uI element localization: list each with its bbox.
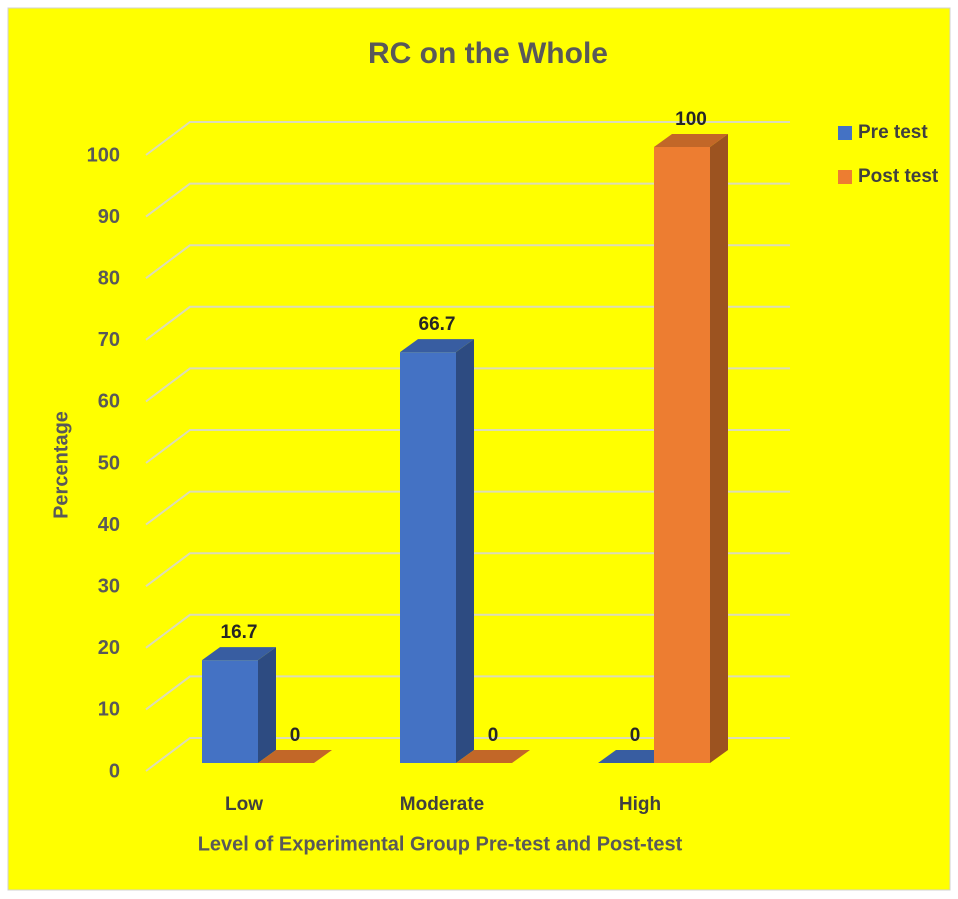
- bar-front: [654, 147, 710, 763]
- grid-line: [145, 367, 790, 403]
- bar-top: [654, 134, 728, 147]
- x-tick-label: High: [619, 794, 661, 815]
- bar-top: [400, 339, 474, 353]
- x-axis-title: Level of Experimental Group Pre-test and…: [198, 833, 683, 855]
- x-tick-label: Low: [225, 794, 263, 815]
- grid-line: [145, 244, 790, 280]
- grid-line: [145, 182, 790, 218]
- legend-label: Pre test: [858, 122, 928, 143]
- y-tick-label: 60: [98, 391, 120, 413]
- y-tick-label: 40: [98, 514, 120, 536]
- bar: [400, 339, 474, 763]
- legend-swatch: [838, 170, 852, 184]
- bar-top: [598, 750, 672, 763]
- bar: [258, 750, 332, 763]
- y-axis-title: Percentage: [50, 411, 72, 519]
- bar-top: [202, 647, 276, 661]
- bar: [654, 134, 728, 763]
- grid-line: [145, 737, 790, 772]
- data-label: 100: [675, 109, 707, 130]
- bar-side: [258, 647, 276, 763]
- bar: [598, 750, 672, 763]
- y-tick-label: 20: [98, 637, 120, 659]
- grid-line: [145, 121, 790, 156]
- bar-top: [456, 750, 530, 763]
- y-tick-label: 100: [87, 144, 120, 166]
- grid-line: [145, 613, 790, 649]
- y-tick-label: 30: [98, 575, 120, 597]
- bar-front: [400, 352, 456, 763]
- data-label: 0: [488, 725, 499, 746]
- data-label: 16.7: [221, 622, 258, 643]
- bar-side: [456, 339, 474, 763]
- grid-line: [145, 305, 790, 341]
- bar-front: [202, 660, 258, 763]
- bar-side: [710, 134, 728, 763]
- data-label: 0: [290, 725, 301, 746]
- y-tick-label: 90: [98, 206, 120, 228]
- bar: [456, 750, 530, 763]
- legend-swatch: [838, 126, 852, 140]
- bar: [202, 647, 276, 763]
- grid-line: [145, 552, 790, 588]
- grid-line: [145, 675, 790, 711]
- chart-title: RC on the Whole: [368, 37, 608, 70]
- grid-line: [145, 429, 790, 464]
- y-tick-label: 50: [98, 452, 120, 474]
- y-tick-label: 70: [98, 329, 120, 351]
- x-tick-label: Moderate: [400, 794, 484, 815]
- legend-label: Post test: [858, 166, 939, 187]
- grid-line: [145, 490, 790, 526]
- bar-top: [258, 750, 332, 763]
- y-tick-label: 10: [98, 699, 120, 721]
- data-label: 0: [630, 725, 641, 746]
- data-label: 66.7: [419, 314, 456, 335]
- y-tick-label: 80: [98, 267, 120, 289]
- y-tick-label: 0: [109, 760, 120, 782]
